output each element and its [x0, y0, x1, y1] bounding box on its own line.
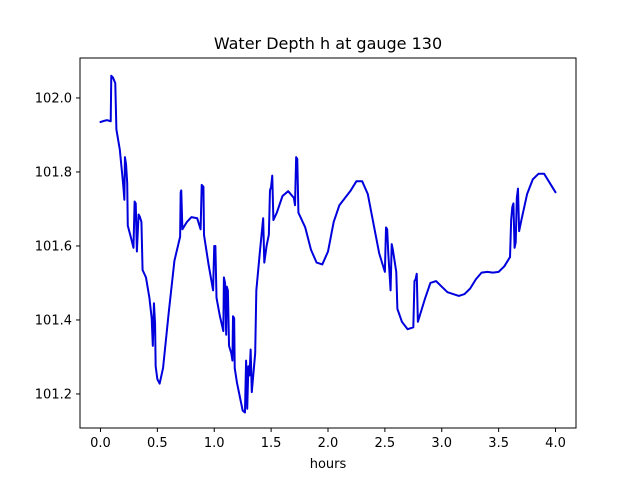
x-tick-label: 2.5: [375, 436, 396, 451]
x-tick-label: 1.5: [261, 436, 282, 451]
y-tick-label: 101.4: [35, 313, 72, 328]
x-tick-label: 0.5: [147, 436, 168, 451]
series-line: [99, 74, 557, 414]
x-tick-label: 4.0: [545, 436, 566, 451]
chart-title: Water Depth h at gauge 130: [214, 34, 442, 53]
x-tick-label: 2.0: [318, 436, 339, 451]
y-tick-label: 101.2: [35, 387, 72, 402]
y-axis-ticks: 101.2 101.4 101.6 101.8 102.0: [35, 91, 80, 402]
plot-area: [80, 58, 576, 428]
x-tick-label: 3.0: [431, 436, 452, 451]
x-axis-ticks: 0.0 0.5 1.0 1.5 2.0 2.5 3.0 3.5 4.0: [90, 428, 566, 451]
x-tick-label: 3.5: [488, 436, 509, 451]
plot-frame: [79, 57, 577, 429]
y-tick-label: 101.6: [35, 239, 72, 254]
x-tick-label: 0.0: [90, 436, 111, 451]
y-tick-label: 102.0: [35, 91, 72, 106]
y-tick-label: 101.8: [35, 165, 72, 180]
x-tick-label: 1.0: [204, 436, 225, 451]
x-axis-label: hours: [310, 457, 347, 472]
